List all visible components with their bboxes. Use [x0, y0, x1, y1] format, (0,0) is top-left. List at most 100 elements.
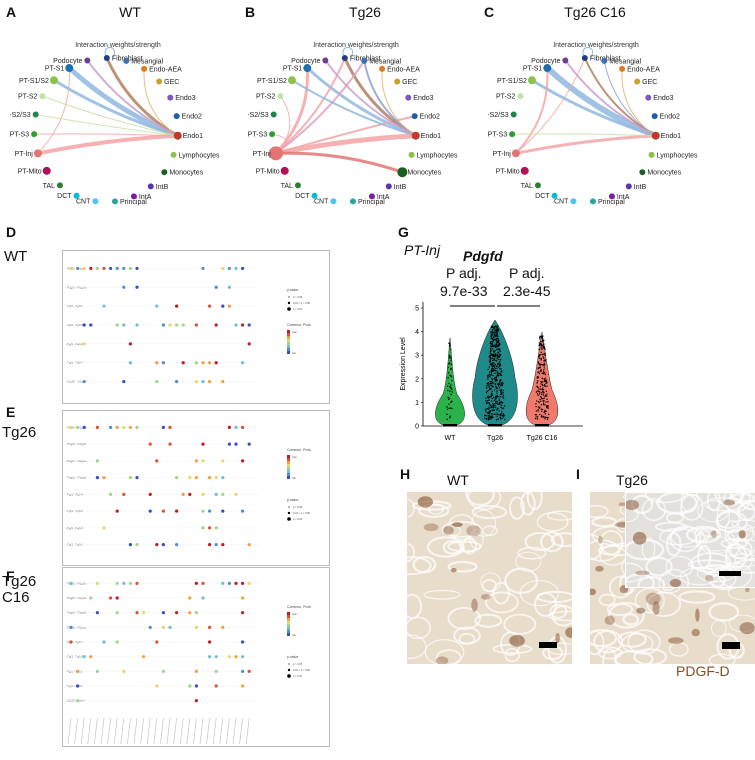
dot-mark [76, 699, 80, 703]
cell-point [499, 396, 502, 398]
legend-dot [287, 674, 291, 678]
cell-point [490, 358, 492, 360]
circle-plot-title: Interaction weights/strength [553, 42, 639, 49]
dot-mark [214, 476, 218, 480]
x-tick-label [245, 717, 250, 745]
tubule-outline [708, 653, 736, 664]
x-tick-label [166, 717, 171, 745]
dot-mark [247, 581, 251, 585]
cell-point [538, 357, 541, 359]
dot-mark [69, 266, 73, 271]
cell-type-label: PT-S2/S3 [488, 112, 509, 119]
dot-mark [234, 266, 238, 271]
cell-point [543, 362, 546, 365]
panel-f-condition: Tg26 C16 [2, 573, 37, 606]
colorbar-min: min [292, 352, 297, 355]
y-axis-label: Expression Level [400, 337, 407, 391]
cell-point [499, 361, 501, 363]
cell-point [537, 390, 539, 393]
dot-mark [135, 543, 139, 547]
cell-point [540, 408, 542, 410]
cell-type-label: Mesangial [369, 58, 401, 65]
cell-point [544, 385, 546, 388]
cell-point [496, 390, 498, 392]
tubule-outline [447, 560, 478, 573]
cell-point [487, 384, 489, 386]
cell-point [538, 413, 541, 416]
dot-mark [82, 379, 86, 384]
cell-point [495, 338, 497, 340]
dot-mark [247, 669, 251, 673]
cell-point [495, 419, 498, 421]
cell-point [495, 375, 498, 377]
cell-point [539, 396, 542, 398]
dot-mark [155, 684, 159, 688]
cell-point [489, 387, 491, 390]
cell-type-node [408, 151, 415, 158]
dot-mark [122, 425, 126, 429]
dot-mark [175, 323, 179, 327]
tubule-outline [590, 539, 620, 562]
tubule-outline [515, 551, 542, 572]
dot-mark [227, 655, 231, 659]
cell-type-node [411, 113, 418, 120]
cell-point [496, 400, 498, 403]
cell-point [538, 362, 540, 365]
cell-point [540, 400, 542, 402]
x-tick-label [67, 717, 72, 745]
stain-deposit [423, 523, 439, 532]
cell-point [536, 418, 539, 420]
cell-point [494, 330, 496, 332]
cell-type-label: CNT [76, 199, 91, 206]
cell-type-node [73, 192, 80, 199]
cell-type-node [349, 198, 356, 205]
cell-point [488, 407, 491, 409]
cell-point [499, 358, 502, 361]
cell-point [489, 363, 492, 365]
colorbar-segment [287, 336, 290, 339]
cell-point [486, 408, 488, 410]
dot-mark [194, 476, 198, 480]
tubule-outline [412, 555, 437, 574]
legend-label: p < 0.01 [293, 675, 303, 678]
cell-point [492, 332, 494, 335]
dot-mark [188, 596, 192, 600]
cell-type-label: Endo3 [653, 95, 673, 102]
cell-point [493, 325, 496, 328]
dot-mark [122, 581, 126, 585]
cell-point [488, 383, 490, 385]
legend-title: p.value [287, 655, 298, 659]
cell-type-label: Endo2 [182, 114, 202, 121]
dot-mark [194, 699, 198, 703]
interaction-edge [275, 60, 366, 155]
cell-point [499, 389, 501, 391]
cell-type-label: Principal [598, 199, 625, 206]
dot-mark [227, 581, 231, 585]
cell-point [485, 408, 487, 410]
tubule-outline [739, 492, 755, 511]
cell-point [540, 358, 542, 360]
legend-label: p < 0.01 [293, 518, 303, 521]
cell-type-label: PT-S2 [256, 94, 276, 101]
cell-point [542, 378, 544, 380]
cell-type-node [645, 94, 652, 101]
cell-point [540, 410, 543, 412]
legend-label: p > 0.05 [293, 296, 303, 299]
cell-point [496, 357, 498, 359]
legend-dot [288, 296, 290, 298]
cell-point [496, 383, 499, 385]
dot-mark [241, 669, 245, 673]
stain-deposit [595, 565, 604, 572]
colorbar-segment [287, 633, 290, 636]
cell-point [538, 345, 540, 347]
dot-mark [175, 611, 179, 615]
dot-mark [181, 323, 185, 327]
cell-point [499, 363, 502, 365]
tubule-outline [471, 509, 497, 537]
cell-point [545, 379, 548, 381]
cell-point [450, 357, 452, 359]
dot-mark [135, 323, 139, 327]
dot-mark [188, 476, 192, 480]
cell-point [491, 370, 493, 372]
cell-type-node [161, 169, 168, 176]
